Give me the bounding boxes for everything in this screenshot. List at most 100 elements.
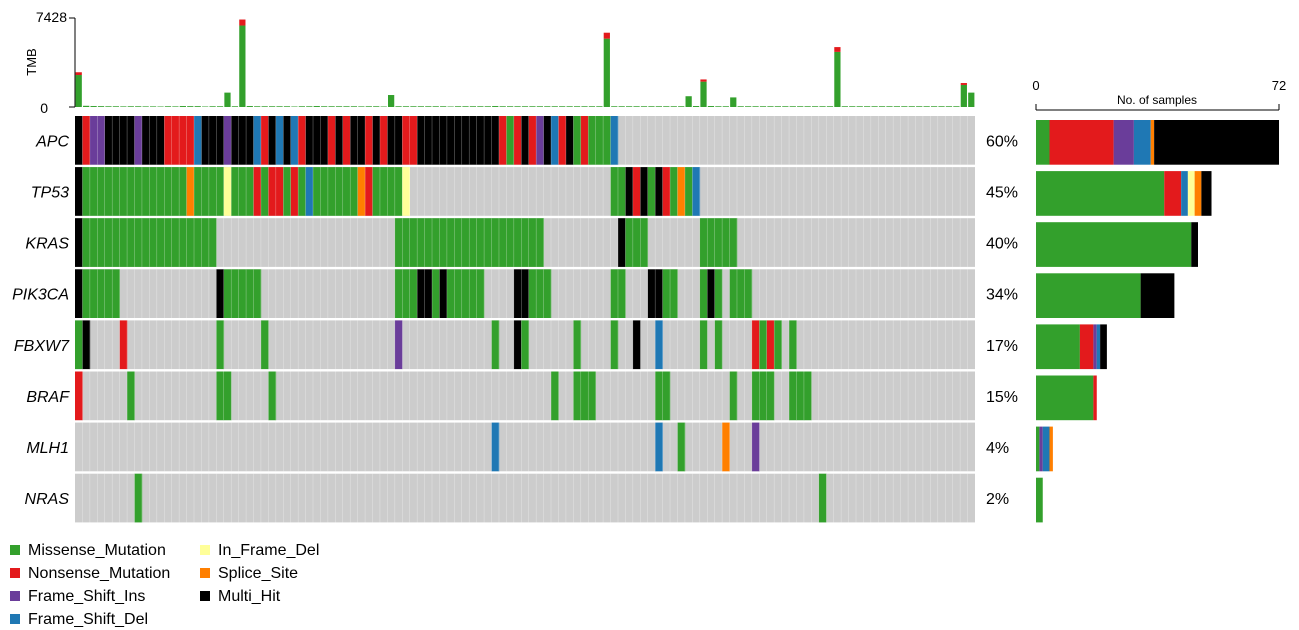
cell-multi-hit [565, 116, 574, 165]
tmb-segment-missense-mutation [283, 106, 291, 107]
cell-missense-mutation [231, 269, 239, 318]
tmb-segment-missense-mutation [172, 106, 179, 107]
sample-bar-tp53 [1036, 171, 1212, 216]
cell-missense-mutation [97, 218, 106, 267]
cell-missense-mutation [208, 218, 217, 267]
cell-missense-mutation [469, 218, 477, 267]
cell-missense-mutation [298, 167, 306, 216]
cell-multi-hit [454, 116, 463, 165]
sample-bar-braf [1036, 375, 1097, 421]
tmb-bar [172, 106, 179, 107]
tmb-segment-missense-mutation [648, 106, 655, 107]
gene-label: MLH1 [26, 440, 69, 457]
cell-multi-hit [647, 269, 656, 318]
legend-label: Splice_Site [218, 565, 298, 582]
tmb-bar [306, 106, 313, 107]
cell-multi-hit [491, 116, 500, 165]
tmb-segment-missense-mutation [187, 106, 194, 107]
tmb-segment-missense-mutation [960, 84, 967, 107]
tmb-bar [432, 106, 439, 107]
tmb-bar [774, 106, 782, 107]
legend-swatch [10, 568, 20, 578]
tmb-bar [149, 106, 157, 107]
tmb-segment-missense-mutation [782, 106, 789, 107]
cell-missense-mutation [573, 320, 582, 370]
cell-nonsense-mutation [513, 116, 522, 165]
cell-multi-hit [439, 116, 448, 165]
cell-missense-mutation [417, 218, 425, 267]
tmb-segment-missense-mutation [514, 106, 521, 107]
cell-missense-mutation [394, 269, 403, 318]
tmb-bar [454, 106, 462, 107]
bar-segment-missense-mutation [1036, 171, 1165, 216]
bar-segment-frame-shift-ins [1093, 324, 1097, 370]
cell-missense-mutation [729, 371, 738, 421]
cell-missense-mutation [268, 371, 277, 421]
cell-missense-mutation [327, 167, 336, 216]
bar-segment-splice-site [1049, 426, 1053, 472]
cell-missense-mutation [238, 167, 247, 216]
tmb-segment-missense-mutation [268, 106, 276, 107]
cell-missense-mutation [246, 167, 254, 216]
cell-multi-hit [632, 320, 641, 370]
cell-missense-mutation [342, 167, 351, 216]
gene-label: PIK3CA [12, 287, 69, 304]
tmb-segment-missense-mutation [797, 106, 804, 107]
cell-missense-mutation [491, 218, 500, 267]
cell-missense-mutation [350, 167, 358, 216]
tmb-segment-missense-mutation [529, 106, 536, 107]
cell-missense-mutation [476, 218, 485, 267]
cell-missense-mutation [573, 371, 582, 421]
bar-segment-multi-hit [1191, 222, 1198, 267]
cell-missense-mutation [82, 167, 91, 216]
cell-multi-hit [335, 116, 344, 165]
tmb-bar [127, 106, 134, 107]
tmb-bar [298, 106, 305, 107]
cell-missense-mutation [446, 269, 455, 318]
cell-missense-mutation [766, 371, 775, 421]
legend-label: Frame_Shift_Ins [28, 588, 145, 605]
cell-nonsense-mutation [186, 116, 195, 165]
legend-swatch [10, 591, 20, 601]
cell-frame-shift-del [290, 116, 299, 165]
gene-percentage: 45% [986, 184, 1018, 201]
cell-missense-mutation [253, 269, 262, 318]
tmb-bar [841, 106, 848, 107]
cell-missense-mutation [432, 218, 440, 267]
cell-multi-hit [231, 116, 239, 165]
tmb-bar [321, 106, 328, 107]
cell-missense-mutation [141, 218, 150, 267]
cell-missense-mutation [171, 218, 180, 267]
cell-missense-mutation [774, 320, 782, 370]
cell-missense-mutation [134, 473, 143, 523]
tmb-segment-missense-mutation [179, 106, 186, 107]
tmb-segment-missense-mutation [551, 106, 558, 107]
tmb-bar [276, 106, 283, 107]
tmb-bar [611, 106, 618, 107]
cell-missense-mutation [543, 269, 552, 318]
cell-multi-hit [216, 116, 225, 165]
cell-missense-mutation [640, 218, 649, 267]
cell-nonsense-mutation [342, 116, 351, 165]
cell-multi-hit [201, 116, 210, 165]
cell-missense-mutation [789, 320, 797, 370]
cell-missense-mutation [216, 167, 225, 216]
tmb-segment-missense-mutation [306, 106, 313, 107]
tmb-segment-nonsense-mutation [603, 32, 610, 39]
matrix-row-kras [75, 218, 975, 267]
tmb-bar [216, 106, 224, 107]
cell-missense-mutation [246, 269, 254, 318]
tmb-segment-missense-mutation [75, 75, 82, 107]
matrix-row-apc [75, 116, 975, 165]
tmb-bar [529, 106, 536, 107]
cell-missense-mutation [216, 320, 225, 370]
cell-frame-shift-del [491, 422, 500, 472]
cell-multi-hit [104, 116, 113, 165]
bar-segment-multi-hit [1154, 120, 1280, 165]
cell-frame-shift-del [610, 116, 619, 165]
gene-percentage: 2% [986, 491, 1009, 508]
cell-missense-mutation [446, 218, 455, 267]
tmb-bar [581, 106, 588, 107]
tmb-segment-missense-mutation [298, 106, 305, 107]
cell-frame-shift-del [551, 116, 559, 165]
